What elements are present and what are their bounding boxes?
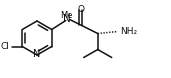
Text: Me: Me [61, 11, 73, 20]
Text: N: N [63, 13, 71, 23]
Text: O: O [77, 5, 84, 13]
Text: Cl: Cl [0, 42, 9, 51]
Text: NH₂: NH₂ [120, 27, 137, 36]
Text: N: N [33, 49, 41, 59]
